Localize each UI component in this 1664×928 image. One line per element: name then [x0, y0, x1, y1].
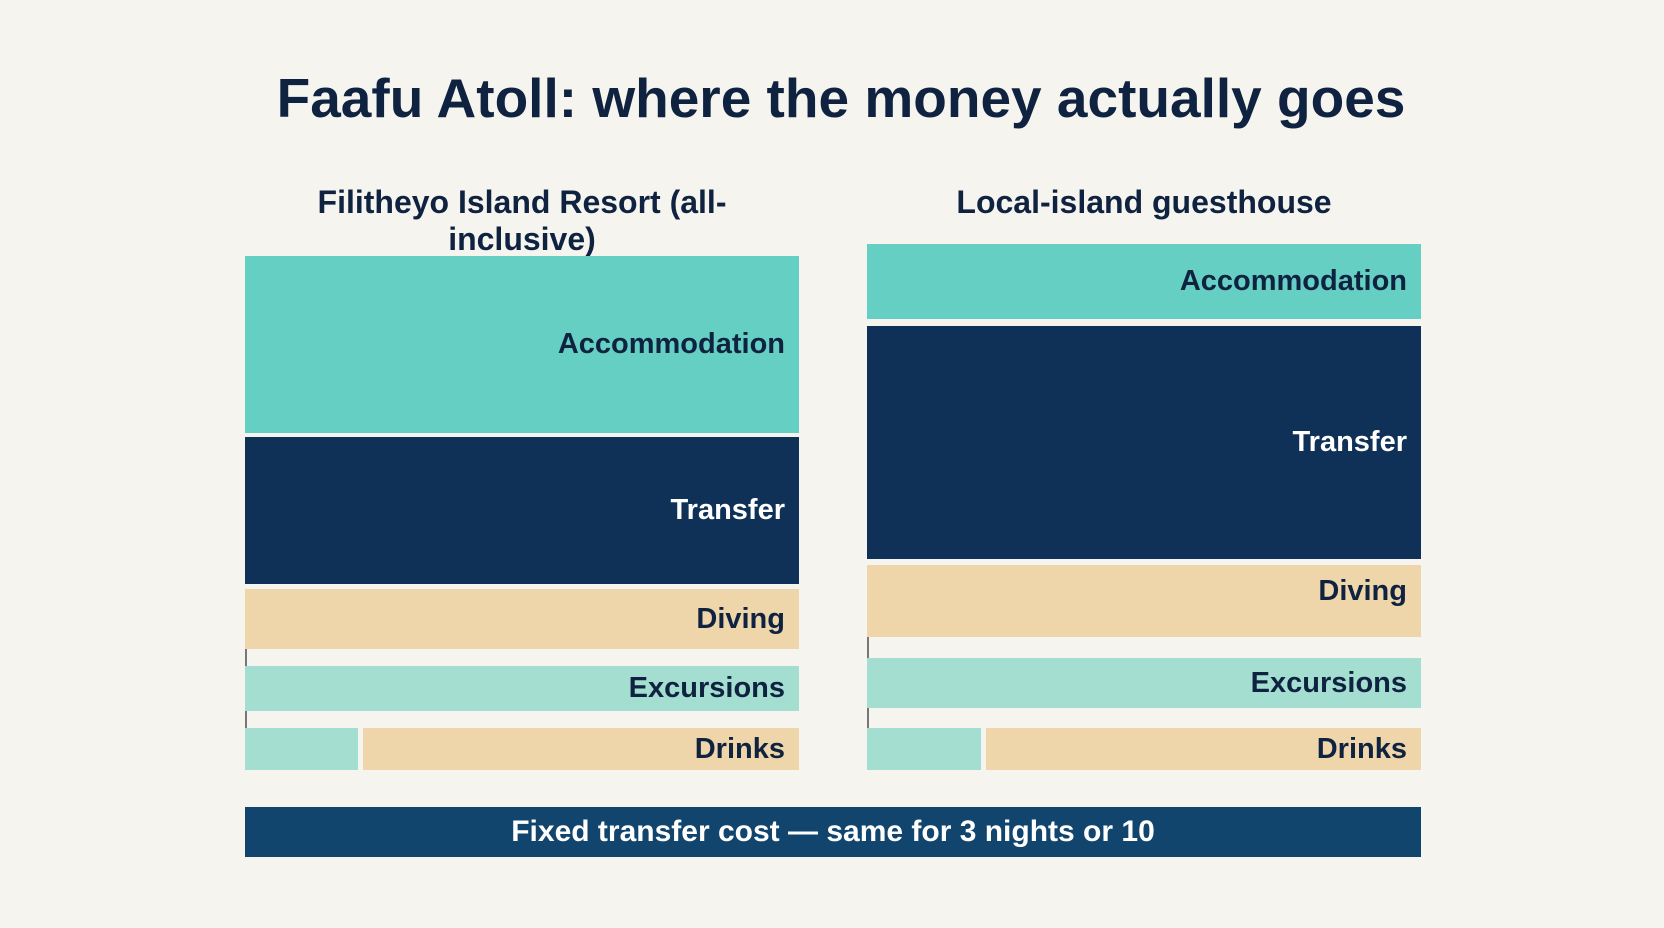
segment: Excursions: [245, 666, 799, 711]
tick: [867, 708, 869, 728]
column-heading: Local-island guesthouse: [956, 184, 1332, 220]
segment: Transfer: [245, 437, 799, 584]
block: [245, 728, 358, 770]
segment: Diving: [245, 589, 799, 649]
tick: [245, 649, 247, 666]
segment: Transfer: [867, 326, 1421, 559]
column-heading: Filitheyo Island Resort (all-inclusive): [317, 184, 727, 257]
segment: Accommodation: [245, 256, 799, 433]
tick: [867, 637, 869, 658]
footer-banner: Fixed transfer cost — same for 3 nights …: [245, 807, 1421, 857]
segment: Accommodation: [867, 244, 1421, 319]
segment: Excursions: [867, 658, 1421, 708]
segment: Drinks: [986, 728, 1421, 770]
block: [867, 728, 981, 770]
segment: Diving: [867, 565, 1421, 637]
tick: [245, 711, 247, 728]
title: Faafu Atoll: where the money actually go…: [276, 67, 1406, 129]
segment: Drinks: [363, 728, 799, 770]
